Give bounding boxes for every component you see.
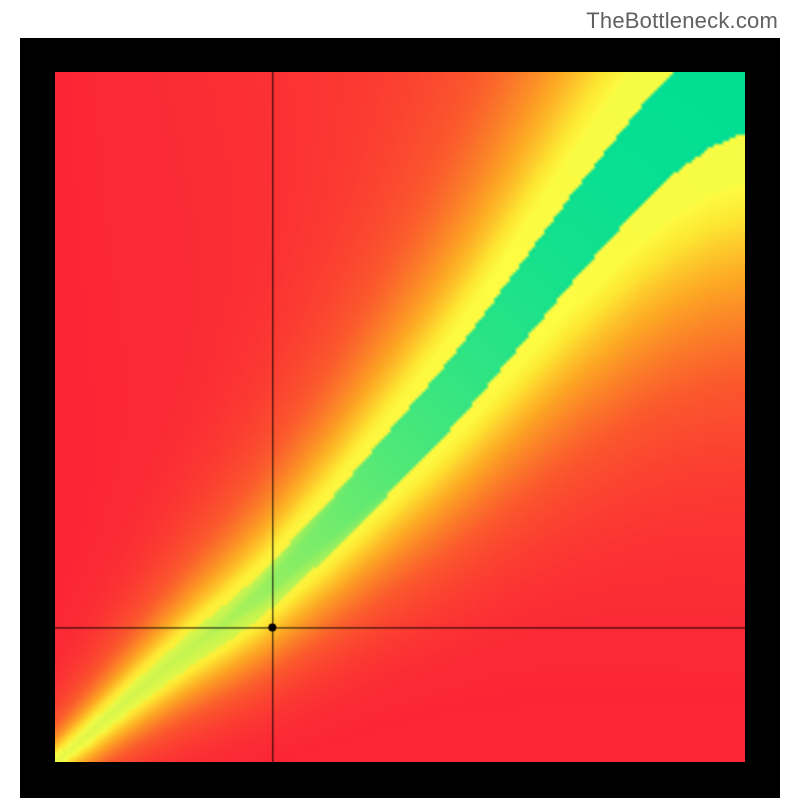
root: TheBottleneck.com [0,0,800,800]
watermark-text: TheBottleneck.com [586,8,778,34]
bottleneck-heatmap [55,72,745,762]
